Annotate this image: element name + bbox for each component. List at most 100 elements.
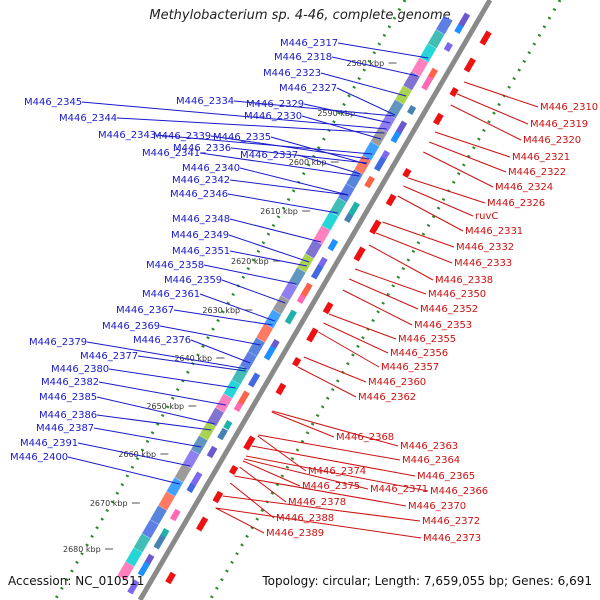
gene-label-red[interactable]: M446_2372 xyxy=(422,516,480,527)
gene-label-connector xyxy=(199,293,275,322)
gene-label-blue[interactable]: M446_2318 xyxy=(274,52,332,63)
gene-label-red[interactable]: M446_2373 xyxy=(423,533,481,544)
gene-feature xyxy=(270,339,280,349)
kbp-tick-label: 2660 kbp xyxy=(118,450,156,459)
gene-label-blue[interactable]: M446_2336 xyxy=(173,143,231,154)
gene-label-blue[interactable]: M446_2342 xyxy=(172,175,230,186)
gene-label-red[interactable]: M446_2310 xyxy=(540,102,598,113)
gene-label-red[interactable]: M446_2388 xyxy=(276,513,334,524)
gene-label-connector xyxy=(297,366,357,398)
gene-label-connector xyxy=(349,278,419,310)
gene-label-red[interactable]: M446_2355 xyxy=(398,334,456,345)
gene-label-blue[interactable]: M446_2340 xyxy=(182,163,240,174)
gene-label-red[interactable]: M446_2350 xyxy=(428,289,486,300)
gene-label-blue[interactable]: M446_2327 xyxy=(279,83,337,94)
gene-label-red[interactable]: M446_2389 xyxy=(266,528,324,539)
gene-label-blue[interactable]: M446_2376 xyxy=(133,335,191,346)
gene-label-blue[interactable]: M446_2339 xyxy=(153,131,211,142)
gene-label-red[interactable]: M446_2374 xyxy=(308,466,366,477)
gene-feature xyxy=(343,213,354,223)
gene-label-blue[interactable]: M446_2345 xyxy=(24,97,82,108)
gene-label-blue[interactable]: M446_2369 xyxy=(102,321,160,332)
gene-label-blue[interactable]: M446_2337 xyxy=(240,150,298,161)
gene-label-red[interactable]: M446_2324 xyxy=(495,182,553,193)
gene-label-red[interactable]: M446_2321 xyxy=(512,152,570,163)
gene-label-blue[interactable]: M446_2385 xyxy=(39,392,97,403)
gene-label-blue[interactable]: M446_2380 xyxy=(51,364,109,375)
gene-label-red[interactable]: M446_2333 xyxy=(454,258,512,269)
gene-label-red[interactable]: M446_2378 xyxy=(288,497,346,508)
gene-feature-track xyxy=(338,183,355,203)
gene-label-blue[interactable]: M446_2323 xyxy=(263,68,321,79)
gene-feature-track xyxy=(272,295,290,315)
gene-label-blue[interactable]: M446_2358 xyxy=(146,260,204,271)
gene-label-blue[interactable]: M446_2386 xyxy=(39,410,97,421)
gene-label-red[interactable]: M446_2353 xyxy=(414,320,472,331)
gene-label-red[interactable]: M446_2320 xyxy=(523,135,581,146)
gene-feature xyxy=(306,327,319,343)
gene-label-red[interactable]: M446_2366 xyxy=(430,486,488,497)
gene-label-connector xyxy=(456,93,529,125)
gene-label-blue[interactable]: M446_2346 xyxy=(170,189,228,200)
gene-label-connector xyxy=(159,325,261,346)
gene-label-blue[interactable]: M446_2341 xyxy=(142,148,200,159)
gene-label-connector xyxy=(272,410,399,447)
gene-label-red[interactable]: M446_2375 xyxy=(302,481,360,492)
gene-label-red[interactable]: M446_2319 xyxy=(530,119,588,130)
gene-label-red[interactable]: M446_2352 xyxy=(420,304,478,315)
gene-label-red[interactable]: M446_2326 xyxy=(487,198,545,209)
gene-label-blue[interactable]: M446_2334 xyxy=(176,96,234,107)
gene-feature xyxy=(228,465,239,475)
gene-label-blue[interactable]: M446_2349 xyxy=(171,230,229,241)
gene-label-red[interactable]: M446_2322 xyxy=(508,167,566,178)
gene-label-red[interactable]: M446_2360 xyxy=(368,377,426,388)
gene-label-blue[interactable]: M446_2377 xyxy=(80,351,138,362)
gene-label-blue[interactable]: M446_2387 xyxy=(36,423,94,434)
gene-label-blue[interactable]: M446_2359 xyxy=(164,275,222,286)
gene-label-connector xyxy=(331,56,418,77)
gene-feature-track xyxy=(403,71,420,91)
gene-label-red[interactable]: M446_2364 xyxy=(402,455,460,466)
gene-label-red[interactable]: M446_2362 xyxy=(358,392,416,403)
gene-label-red[interactable]: ruvC xyxy=(475,211,498,222)
gene-feature xyxy=(380,150,390,160)
kbp-tick-label: 2620 kbp xyxy=(231,257,269,266)
gene-label-blue[interactable]: M446_2344 xyxy=(59,113,117,124)
gene-label-blue[interactable]: M446_2335 xyxy=(213,132,271,143)
gene-label-red[interactable]: M446_2332 xyxy=(456,242,514,253)
gene-label-blue[interactable]: M446_2330 xyxy=(244,111,302,122)
gene-label-red[interactable]: M446_2363 xyxy=(400,441,458,452)
gene-label-connector xyxy=(96,414,212,431)
gene-label-blue[interactable]: M446_2329 xyxy=(246,99,304,110)
gene-label-blue[interactable]: M446_2382 xyxy=(41,377,99,388)
gene-label-blue[interactable]: M446_2317 xyxy=(280,38,338,49)
gene-label-red[interactable]: M446_2370 xyxy=(408,501,466,512)
gene-label-red[interactable]: M446_2371 xyxy=(370,484,428,495)
gene-label-red[interactable]: M446_2338 xyxy=(435,275,493,286)
gene-feature xyxy=(223,420,233,430)
gene-label-red[interactable]: M446_2356 xyxy=(390,348,448,359)
gene-label-connector xyxy=(98,381,226,406)
gene-label-red[interactable]: M446_2331 xyxy=(465,226,523,237)
gene-feature xyxy=(212,490,224,504)
gene-label-blue[interactable]: M446_2343 xyxy=(98,130,156,141)
gene-label-blue[interactable]: M446_2348 xyxy=(172,214,230,225)
gene-label-blue[interactable]: M446_2400 xyxy=(10,452,68,463)
gene-label-connector xyxy=(81,101,387,130)
gene-feature xyxy=(195,516,209,532)
gene-label-red[interactable]: M446_2368 xyxy=(336,432,394,443)
gene-label-connector xyxy=(303,356,367,383)
gene-feature-track xyxy=(354,155,371,175)
gene-label-blue[interactable]: M446_2351 xyxy=(172,246,230,257)
gene-feature-track xyxy=(362,141,380,161)
gene-label-blue[interactable]: M446_2367 xyxy=(116,305,174,316)
gene-label-connector xyxy=(229,250,307,267)
page-title: Methylobacterium sp. 4-46, complete geno… xyxy=(149,8,451,23)
gene-label-red[interactable]: M446_2365 xyxy=(417,471,475,482)
gene-label-red[interactable]: M446_2357 xyxy=(381,362,439,373)
gene-feature xyxy=(169,508,181,522)
gene-feature-track xyxy=(125,547,143,567)
gene-label-blue[interactable]: M446_2379 xyxy=(29,337,87,348)
gene-label-blue[interactable]: M446_2391 xyxy=(20,438,78,449)
gene-label-blue[interactable]: M446_2361 xyxy=(142,289,200,300)
